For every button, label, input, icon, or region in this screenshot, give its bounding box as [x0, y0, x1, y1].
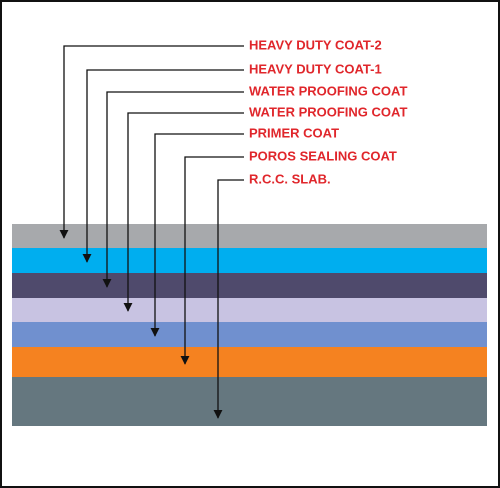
arrow: [102, 91, 244, 288]
layer-band: [12, 248, 487, 273]
layer-band: [12, 322, 487, 347]
layer-label: POROS SEALING COAT: [249, 148, 397, 163]
layer-band: [12, 377, 487, 426]
layer-label: HEAVY DUTY COAT-1: [249, 61, 382, 76]
arrows: [59, 45, 244, 419]
labels: HEAVY DUTY COAT-2 HEAVY DUTY COAT-1 WATE…: [249, 37, 407, 186]
arrow: [82, 69, 244, 263]
arrow: [59, 45, 244, 239]
layer-label: R.C.C. SLAB.: [249, 171, 331, 186]
layer-band: [12, 347, 487, 377]
arrow: [180, 156, 244, 365]
layer-label: PRIMER COAT: [249, 125, 339, 140]
layer-band: [12, 273, 487, 298]
layer-band: [12, 298, 487, 322]
layers: [12, 224, 487, 426]
arrow: [150, 133, 244, 337]
arrow: [213, 179, 244, 419]
layer-label: HEAVY DUTY COAT-2: [249, 37, 382, 52]
layer-band: [12, 224, 487, 248]
layer-label: WATER PROOFING COAT: [249, 83, 407, 98]
layer-label: WATER PROOFING COAT: [249, 104, 407, 119]
arrow: [123, 112, 244, 312]
